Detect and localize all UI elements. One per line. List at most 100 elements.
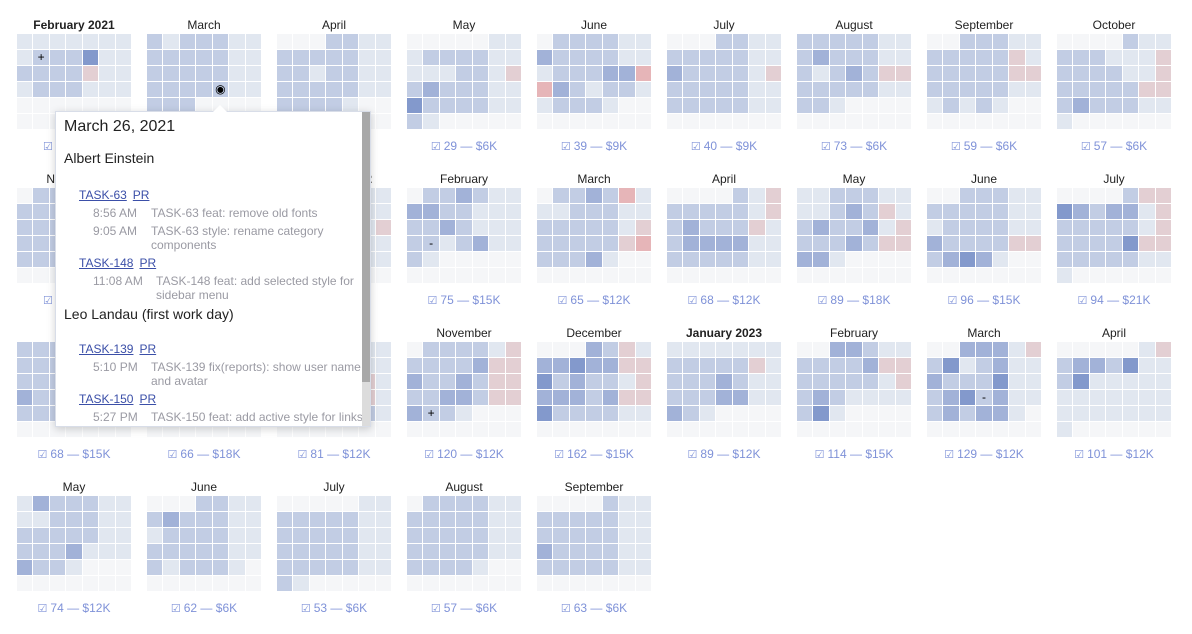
scrollbar-thumb[interactable] — [362, 112, 370, 383]
day-cell[interactable] — [489, 204, 505, 219]
day-cell[interactable] — [635, 204, 651, 219]
day-cell[interactable] — [489, 66, 505, 81]
day-cell[interactable] — [375, 390, 391, 405]
day-cell[interactable] — [569, 252, 586, 267]
day-cell[interactable] — [537, 98, 553, 113]
day-cell[interactable] — [293, 576, 309, 591]
day-cell[interactable] — [407, 374, 423, 389]
day-cell[interactable] — [1089, 50, 1106, 65]
day-cell[interactable] — [829, 220, 846, 235]
day-cell[interactable] — [1106, 252, 1122, 267]
day-cell[interactable] — [927, 406, 943, 421]
day-cell[interactable] — [472, 66, 489, 81]
day-cell[interactable] — [456, 220, 472, 235]
day-cell[interactable] — [66, 50, 82, 65]
day-cell[interactable] — [439, 544, 456, 559]
day-cell[interactable] — [895, 82, 911, 97]
day-cell[interactable] — [586, 342, 602, 357]
day-cell[interactable] — [359, 512, 375, 527]
day-cell[interactable] — [196, 560, 212, 575]
day-cell[interactable] — [1073, 406, 1089, 421]
day-cell[interactable] — [293, 560, 309, 575]
day-cell[interactable] — [765, 66, 781, 81]
day-cell[interactable] — [813, 66, 829, 81]
day-cell[interactable] — [212, 528, 229, 543]
day-cell[interactable] — [407, 512, 423, 527]
day-cell[interactable] — [829, 236, 846, 251]
day-cell[interactable] — [749, 220, 765, 235]
day-cell[interactable] — [992, 390, 1009, 405]
day-cell[interactable] — [586, 236, 602, 251]
day-cell[interactable] — [553, 50, 569, 65]
day-cell[interactable] — [17, 220, 33, 235]
day-cell[interactable] — [635, 82, 651, 97]
day-cell[interactable] — [229, 50, 245, 65]
day-cell[interactable] — [732, 34, 749, 49]
day-cell[interactable] — [82, 50, 99, 65]
day-cell[interactable] — [959, 204, 976, 219]
day-cell[interactable] — [17, 406, 33, 421]
day-cell[interactable] — [1073, 220, 1089, 235]
day-cell[interactable] — [635, 358, 651, 373]
day-cell[interactable] — [829, 66, 846, 81]
day-cell[interactable] — [895, 66, 911, 81]
day-cell[interactable] — [439, 98, 456, 113]
day-cell[interactable] — [33, 544, 49, 559]
task-link[interactable]: TASK-150 — [79, 392, 134, 406]
day-cell[interactable] — [732, 374, 749, 389]
day-cell[interactable] — [862, 188, 879, 203]
day-cell[interactable] — [33, 512, 49, 527]
day-cell[interactable] — [1106, 390, 1122, 405]
day-cell[interactable] — [489, 188, 505, 203]
day-cell[interactable] — [862, 390, 879, 405]
day-cell[interactable] — [147, 560, 163, 575]
day-cell[interactable] — [293, 98, 309, 113]
day-cell[interactable] — [439, 220, 456, 235]
day-cell[interactable] — [732, 66, 749, 81]
day-cell[interactable] — [829, 358, 846, 373]
day-cell[interactable] — [813, 204, 829, 219]
day-cell[interactable] — [17, 374, 33, 389]
day-cell[interactable] — [732, 82, 749, 97]
day-cell[interactable] — [212, 496, 229, 511]
day-cell[interactable] — [716, 34, 732, 49]
day-cell[interactable] — [1009, 406, 1025, 421]
day-cell[interactable] — [1106, 50, 1122, 65]
day-cell[interactable] — [1009, 358, 1025, 373]
day-cell[interactable] — [407, 544, 423, 559]
day-cell[interactable] — [959, 34, 976, 49]
day-cell[interactable] — [927, 220, 943, 235]
day-cell[interactable] — [472, 528, 489, 543]
day-cell[interactable] — [33, 390, 49, 405]
day-cell[interactable] — [569, 390, 586, 405]
day-cell[interactable] — [342, 528, 359, 543]
day-cell[interactable] — [229, 544, 245, 559]
day-cell[interactable] — [33, 342, 49, 357]
day-cell[interactable] — [765, 236, 781, 251]
day-cell[interactable] — [602, 236, 619, 251]
day-cell[interactable] — [1139, 66, 1155, 81]
day-cell[interactable] — [456, 50, 472, 65]
day-cell[interactable] — [586, 98, 602, 113]
day-cell[interactable] — [797, 204, 813, 219]
day-cell[interactable] — [732, 220, 749, 235]
day-cell[interactable] — [17, 358, 33, 373]
day-cell[interactable] — [342, 560, 359, 575]
day-cell[interactable] — [277, 82, 293, 97]
day-cell[interactable] — [667, 82, 683, 97]
day-cell[interactable] — [505, 496, 521, 511]
day-cell[interactable] — [505, 358, 521, 373]
day-cell[interactable] — [846, 82, 862, 97]
day-cell[interactable] — [569, 66, 586, 81]
day-cell[interactable] — [716, 374, 732, 389]
day-cell[interactable] — [829, 98, 846, 113]
day-cell[interactable] — [586, 406, 602, 421]
day-cell[interactable] — [829, 204, 846, 219]
day-cell[interactable] — [829, 34, 846, 49]
day-cell[interactable] — [619, 82, 635, 97]
day-cell[interactable] — [927, 204, 943, 219]
day-cell[interactable] — [976, 66, 992, 81]
day-cell[interactable] — [959, 406, 976, 421]
day-cell[interactable] — [749, 374, 765, 389]
day-cell[interactable] — [813, 50, 829, 65]
